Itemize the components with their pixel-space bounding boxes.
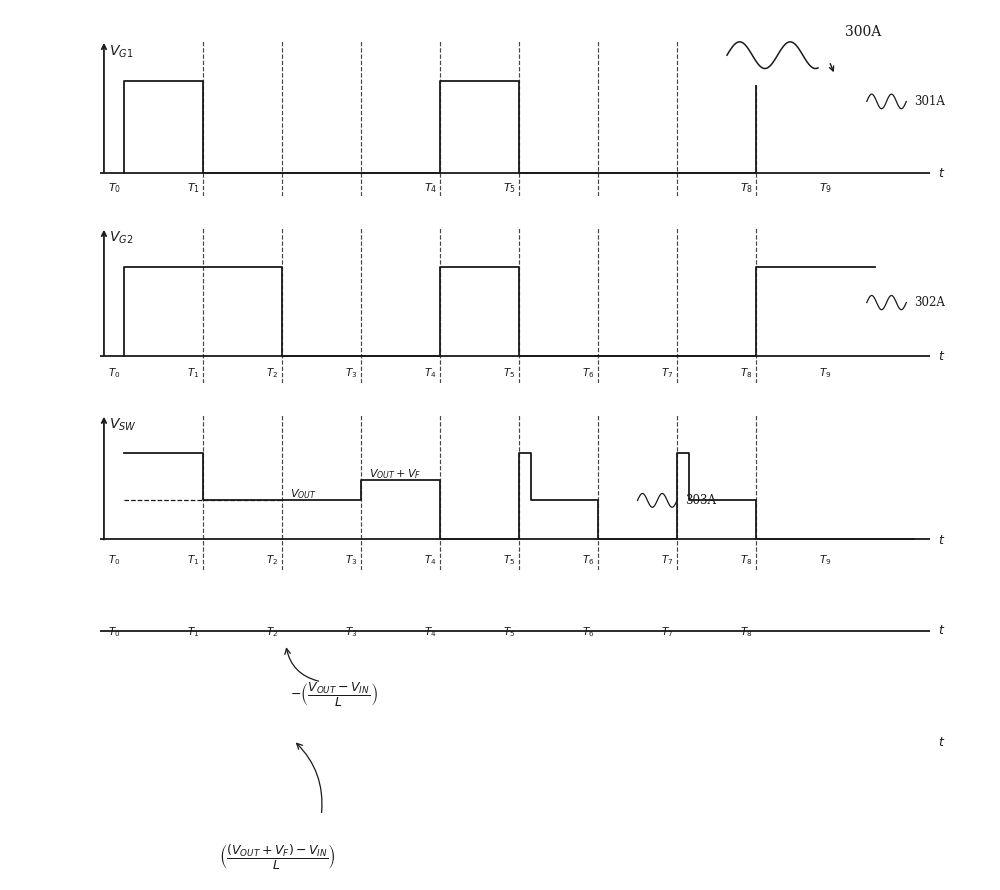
Text: $T_8$: $T_8$ — [740, 554, 753, 567]
Text: $T_4$: $T_4$ — [424, 625, 437, 639]
Text: $V_{OUT} + V_F$: $V_{OUT} + V_F$ — [369, 467, 421, 481]
Text: $T_7$: $T_7$ — [661, 367, 674, 380]
Text: $T_1$: $T_1$ — [187, 367, 199, 380]
Text: $\left(\dfrac{(V_{OUT}+V_F)-V_{IN}}{L}\right)$: $\left(\dfrac{(V_{OUT}+V_F)-V_{IN}}{L}\r… — [219, 844, 335, 872]
Text: 303A: 303A — [685, 494, 716, 507]
Text: $V_{G1}$: $V_{G1}$ — [109, 44, 134, 60]
Text: $T_3$: $T_3$ — [345, 554, 358, 567]
Text: $T_4$: $T_4$ — [424, 182, 437, 195]
Text: $T_9$: $T_9$ — [819, 182, 832, 195]
Text: $t$: $t$ — [938, 534, 945, 546]
Text: $T_6$: $T_6$ — [582, 625, 595, 639]
Text: $T_3$: $T_3$ — [345, 625, 358, 639]
Text: $T_3$: $T_3$ — [345, 811, 358, 824]
Text: $T_7$: $T_7$ — [661, 811, 674, 824]
Text: $V_{OUT}$: $V_{OUT}$ — [290, 487, 316, 501]
Text: $t$: $t$ — [938, 624, 945, 636]
Text: $T_0$: $T_0$ — [108, 182, 121, 195]
Text: $T_2$: $T_2$ — [266, 367, 278, 380]
Text: $T_9$: $T_9$ — [819, 554, 832, 567]
Text: 302A: 302A — [914, 296, 945, 309]
Text: $t$: $t$ — [938, 167, 945, 181]
Text: $T_7$: $T_7$ — [661, 625, 674, 639]
Text: $T_9$: $T_9$ — [819, 367, 832, 380]
Text: $T_6$: $T_6$ — [582, 554, 595, 567]
Text: $t$: $t$ — [938, 351, 945, 363]
Text: $\left(\dfrac{V_{IN}}{L}\right)$: $\left(\dfrac{V_{IN}}{L}\right)$ — [159, 692, 193, 719]
Text: $T_0$: $T_0$ — [108, 811, 120, 824]
Text: $t$: $t$ — [938, 736, 945, 748]
Text: $T_6$: $T_6$ — [582, 367, 595, 380]
Text: $T_8$: $T_8$ — [740, 625, 753, 639]
Text: $T_2$: $T_2$ — [266, 625, 278, 639]
Text: $T_5$: $T_5$ — [503, 554, 516, 567]
Text: $T_8$: $T_8$ — [740, 367, 753, 380]
Text: 300A: 300A — [845, 25, 881, 38]
Text: $T_0$: $T_0$ — [108, 367, 120, 380]
Text: $T_4$: $T_4$ — [424, 554, 437, 567]
Text: $V_{SW}$: $V_{SW}$ — [109, 417, 137, 433]
Text: $T_4$: $T_4$ — [424, 367, 437, 380]
Text: $-\left(\dfrac{V_{OUT}-V_{IN}}{L}\right)$: $-\left(\dfrac{V_{OUT}-V_{IN}}{L}\right)… — [290, 681, 377, 709]
Text: $T_7$: $T_7$ — [661, 554, 674, 567]
Text: $T_1$: $T_1$ — [187, 182, 200, 195]
Text: 304A: 304A — [788, 659, 819, 672]
Text: $T_0$: $T_0$ — [108, 625, 120, 639]
Text: $T_2$: $T_2$ — [266, 811, 278, 824]
Text: $T_5$: $T_5$ — [503, 367, 516, 380]
Text: $T_8$: $T_8$ — [740, 182, 753, 195]
Text: 301A: 301A — [914, 95, 945, 108]
Text: $T_2$: $T_2$ — [266, 554, 278, 567]
Text: $T_0$: $T_0$ — [108, 554, 120, 567]
Text: $T_1$: $T_1$ — [187, 625, 199, 639]
Text: $V_{G2}$: $V_{G2}$ — [109, 231, 134, 247]
Text: $T_8$: $T_8$ — [740, 811, 753, 824]
Text: $T_1$: $T_1$ — [187, 811, 199, 824]
Text: $T_6$: $T_6$ — [582, 811, 595, 824]
Text: $T_4$: $T_4$ — [424, 811, 437, 824]
Text: $T_1$: $T_1$ — [187, 554, 199, 567]
Text: $I_L$: $I_L$ — [109, 635, 120, 652]
Text: $T_3$: $T_3$ — [345, 367, 358, 380]
Text: $T_5$: $T_5$ — [503, 625, 516, 639]
Text: $T_5$: $T_5$ — [503, 811, 516, 824]
Text: $T_5$: $T_5$ — [503, 182, 516, 195]
